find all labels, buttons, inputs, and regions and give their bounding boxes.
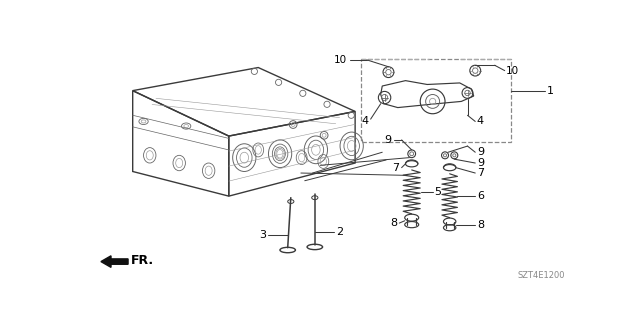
Text: 7: 7 — [477, 168, 484, 178]
Text: SZT4E1200: SZT4E1200 — [517, 271, 565, 280]
FancyArrow shape — [101, 256, 128, 267]
Text: 9: 9 — [385, 135, 392, 145]
Text: 4: 4 — [361, 116, 368, 126]
Text: 10: 10 — [334, 55, 348, 65]
Bar — [360, 59, 511, 142]
Text: FR.: FR. — [131, 254, 154, 267]
Text: 4: 4 — [477, 116, 484, 126]
Text: 9: 9 — [477, 147, 484, 157]
Text: 8: 8 — [390, 218, 397, 228]
Text: 6: 6 — [477, 191, 484, 201]
Text: 9: 9 — [477, 158, 484, 168]
Text: 7: 7 — [392, 163, 399, 173]
Text: 8: 8 — [477, 219, 484, 230]
Text: 10: 10 — [506, 66, 520, 76]
Text: 2: 2 — [336, 227, 343, 237]
Text: 3: 3 — [259, 230, 266, 241]
Text: 1: 1 — [547, 85, 554, 96]
Text: 5: 5 — [434, 187, 441, 197]
